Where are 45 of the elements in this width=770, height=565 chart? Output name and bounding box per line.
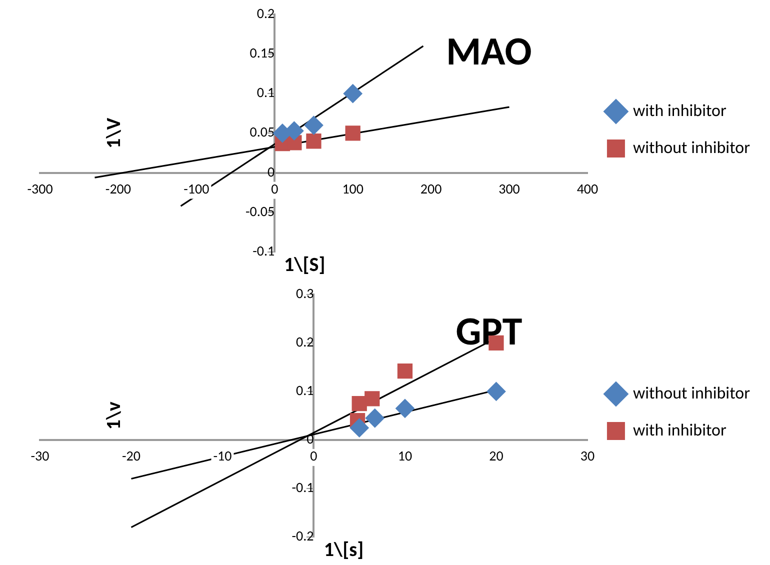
point [350, 418, 369, 438]
y-tick-label: -0.2 [292, 528, 314, 544]
chart-title: MAO [446, 26, 532, 76]
y-tick-label: 0.2 [256, 4, 275, 22]
legend-label: with inhibitor [632, 100, 726, 121]
point [486, 382, 506, 401]
y-tick-label: 0.15 [250, 44, 275, 62]
x-tick-label: 20 [489, 447, 504, 464]
point [365, 408, 384, 428]
x-tick-label: -30 [30, 447, 50, 464]
point [397, 363, 413, 379]
x-axis-title: 1\[S] [284, 253, 326, 277]
chart-title: GPT [456, 306, 522, 356]
point [395, 398, 414, 418]
x-tick-label: 300 [498, 180, 520, 198]
y-tick-label: -0.05 [246, 202, 275, 220]
x-tick-label: -200 [105, 180, 131, 198]
y-tick-label: 0 [268, 163, 275, 180]
y-tick-label: 0.2 [296, 333, 314, 350]
y-tick-label: -0.1 [292, 478, 314, 496]
x-tick-label: 400 [576, 180, 598, 198]
point [304, 116, 324, 135]
legend-label: without inhibitor [632, 136, 750, 158]
y-axis-title: 1\v [102, 401, 126, 430]
point [345, 126, 360, 141]
y-tick-label: 0.3 [296, 284, 314, 302]
x-tick-label: -300 [27, 180, 53, 198]
legend-label: without inhibitor [632, 382, 750, 404]
point [306, 134, 322, 149]
y-tick-label: -0.1 [252, 242, 275, 260]
point [364, 391, 380, 406]
y-tick-label: 0.05 [250, 124, 275, 141]
x-tick-label: -10 [213, 447, 232, 464]
y-tick-label: 0.1 [256, 84, 275, 102]
point [343, 84, 362, 104]
x-tick-label: 30 [580, 447, 595, 464]
legend-label: with inhibitor [632, 419, 726, 440]
x-tick-label: 100 [342, 180, 364, 198]
y-tick-label: 0.1 [296, 382, 314, 399]
x-axis-title: 1\[s] [324, 538, 364, 562]
x-tick-label: -20 [122, 447, 140, 464]
x-tick-label: 200 [420, 180, 442, 198]
y-axis-title: 1\V [102, 118, 126, 148]
x-tick-label: -100 [184, 180, 210, 198]
x-tick-label: 10 [398, 447, 412, 464]
